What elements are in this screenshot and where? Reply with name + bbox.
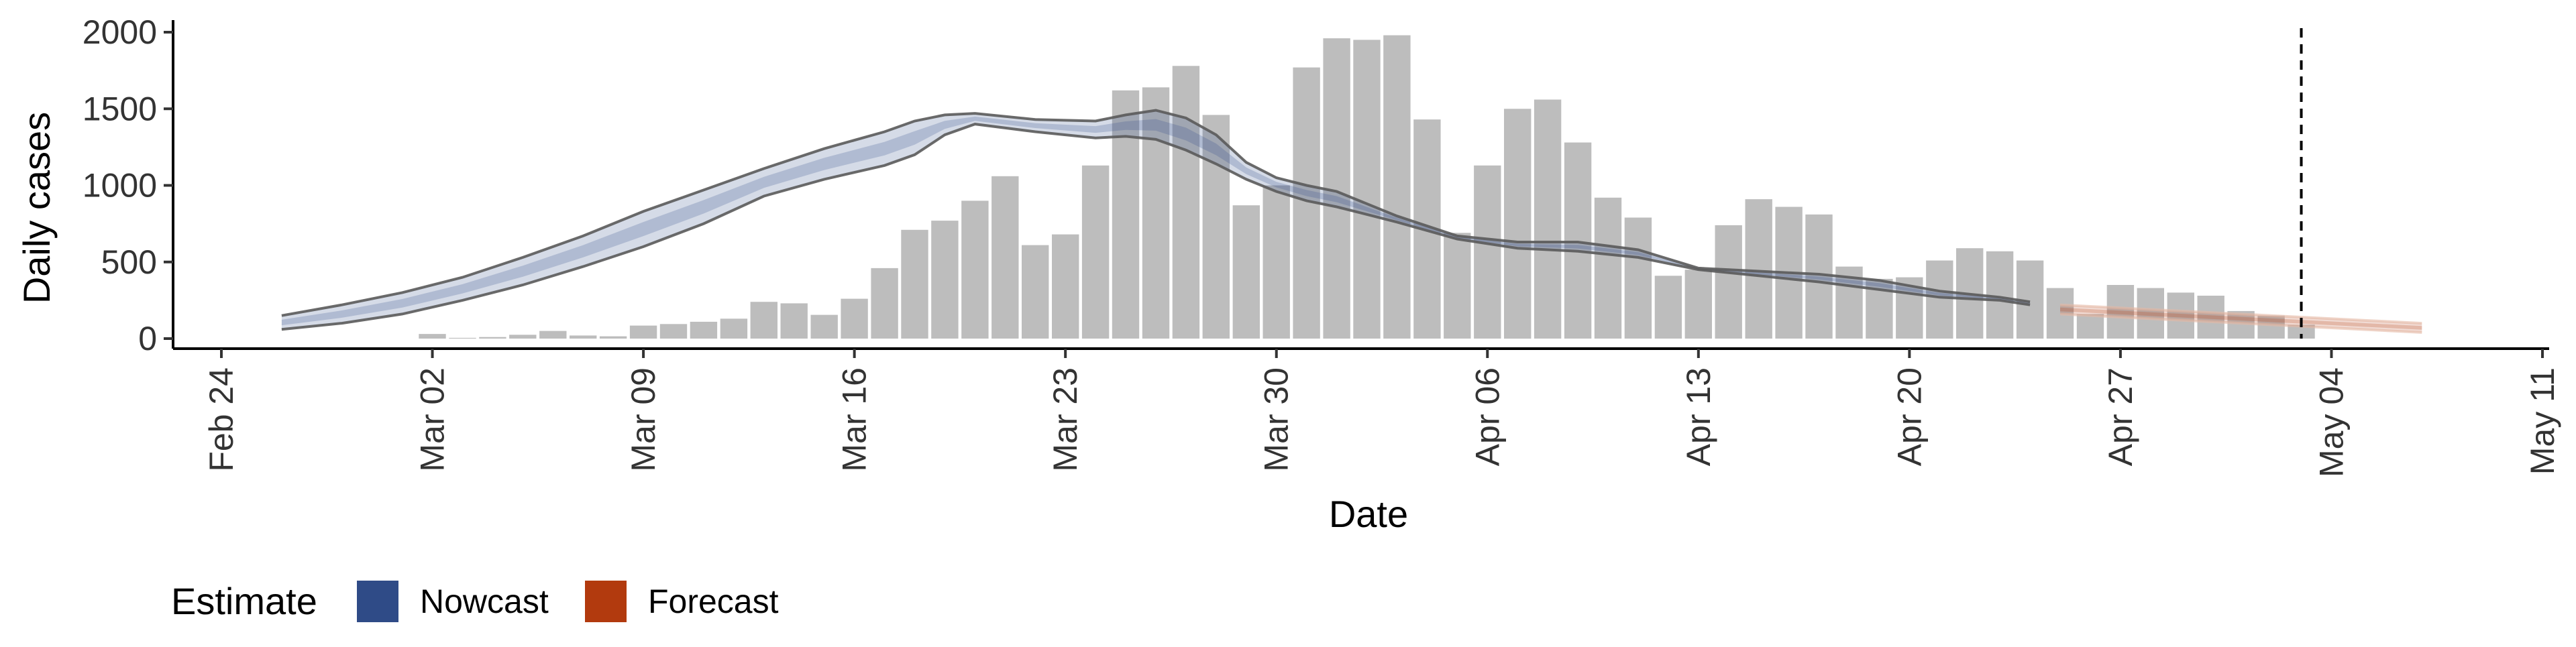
bands-layer — [281, 109, 2422, 334]
bar — [1624, 217, 1652, 339]
bar — [901, 229, 928, 339]
x-tick-label: Mar 30 — [1258, 367, 1295, 472]
x-axis-title: Date — [1329, 493, 1408, 535]
forecast-legend-label: Forecast — [648, 583, 779, 620]
bar — [2106, 285, 2135, 339]
bar — [961, 200, 989, 339]
bar — [1805, 214, 1833, 339]
bar — [1684, 270, 1712, 339]
forecast-lower-line — [2059, 312, 2422, 334]
x-tick-label: Mar 23 — [1046, 367, 1084, 472]
bar — [1474, 165, 1501, 339]
y-tick-label: 1500 — [83, 90, 157, 127]
bar — [841, 298, 868, 339]
bar — [720, 318, 748, 339]
bar — [1202, 115, 1230, 339]
bar — [1986, 251, 2014, 339]
x-tick-label: Mar 09 — [625, 367, 662, 472]
y-tick-label: 500 — [101, 243, 157, 281]
bar — [2197, 296, 2224, 339]
bar — [1715, 225, 1742, 339]
bar — [1444, 233, 1471, 339]
bar — [1383, 35, 1411, 339]
bar — [1654, 276, 1682, 339]
bars-layer — [419, 35, 2315, 339]
bar — [1142, 87, 1170, 339]
bar — [750, 302, 777, 339]
bar — [1263, 185, 1290, 339]
bar — [1172, 66, 1200, 339]
x-tick-label: May 11 — [2524, 367, 2561, 475]
x-tick-label: Mar 16 — [836, 367, 873, 472]
bar — [810, 314, 838, 339]
nowcast-legend-label: Nowcast — [420, 583, 549, 620]
bar — [419, 334, 446, 339]
bar — [1022, 245, 1049, 339]
bar — [479, 337, 506, 339]
nowcast-lower-line — [281, 123, 2031, 331]
bar — [509, 335, 537, 339]
x-tick-label: Apr 13 — [1680, 367, 1717, 466]
bar — [931, 221, 959, 339]
bar — [2257, 315, 2285, 339]
bar — [991, 176, 1019, 339]
bar — [1081, 165, 1110, 339]
bar — [1112, 90, 1140, 339]
forecast-upper-line — [2059, 303, 2422, 325]
x-tick-label: Apr 27 — [2102, 367, 2139, 466]
bar — [1926, 260, 1953, 339]
x-tick-label: Feb 24 — [203, 367, 240, 472]
bar — [2137, 288, 2164, 339]
bar — [2167, 292, 2194, 339]
bar — [599, 336, 627, 339]
bar — [690, 321, 718, 339]
bar — [1052, 234, 1079, 339]
bar — [780, 303, 808, 339]
bar — [539, 331, 567, 339]
bar — [570, 335, 597, 339]
forecast-legend-key — [585, 581, 627, 622]
bar — [2076, 314, 2104, 339]
nowcast-upper-line — [281, 109, 2031, 317]
y-tick-label: 0 — [138, 320, 157, 357]
nowcast-legend-key — [357, 581, 398, 622]
bar — [1594, 197, 1622, 339]
legend-items: Nowcast Forecast — [357, 581, 779, 622]
x-tick-label: May 04 — [2312, 367, 2350, 477]
bar — [629, 325, 657, 339]
legend-title: Estimate — [171, 580, 317, 622]
x-tick-label: Mar 02 — [414, 367, 451, 472]
x-tick-label: Apr 06 — [1468, 367, 1506, 466]
legend: Estimate Nowcast Forecast — [171, 580, 779, 622]
y-tick-label: 1000 — [83, 167, 157, 204]
bar — [449, 337, 476, 339]
bar — [659, 324, 688, 339]
y-tick-label: 2000 — [83, 13, 157, 51]
bar — [1564, 142, 1592, 339]
bar — [1534, 99, 1562, 339]
bar — [1504, 109, 1532, 339]
forecast-band — [2060, 304, 2422, 333]
bar — [2288, 325, 2315, 339]
forecast-inner-band — [2060, 307, 2422, 330]
bar — [1745, 199, 1772, 339]
bar — [1232, 205, 1260, 339]
nowcast-band — [281, 110, 2031, 330]
bar — [871, 268, 898, 339]
x-tick-label: Apr 20 — [1890, 367, 1928, 466]
y-axis-title: Daily cases — [15, 112, 58, 304]
axes-layer: 0 500 1000 1500 2000 Feb 24 Mar 02 Mar 09 Mar 16… — [83, 13, 2561, 477]
bar — [1353, 40, 1381, 339]
